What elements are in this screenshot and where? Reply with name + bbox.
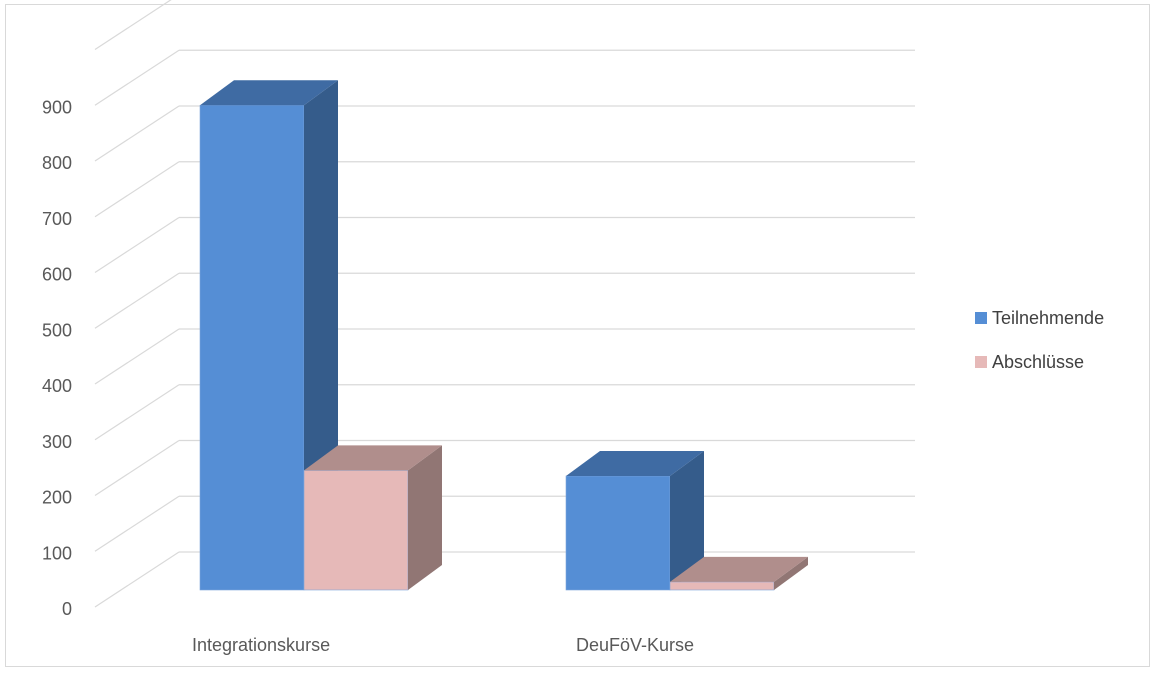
bar-front bbox=[199, 104, 305, 591]
bar-abschlusse-deufov-kurse bbox=[669, 556, 808, 591]
legend-item-abschlusse: Abschlüsse bbox=[975, 352, 1084, 372]
bar-teilnehmende-integrationskurse bbox=[199, 80, 338, 591]
y-tick-label: 100 bbox=[42, 543, 72, 563]
legend-item-teilnehmende: Teilnehmende bbox=[975, 308, 1104, 328]
bar-top bbox=[304, 445, 442, 471]
bar-side bbox=[774, 556, 808, 590]
x-category-label-deufov-kurse: DeuFöV-Kurse bbox=[576, 635, 694, 655]
legend-swatch bbox=[975, 356, 987, 368]
gridline-diagonal bbox=[94, 328, 180, 385]
bar-side bbox=[670, 450, 704, 590]
gridline-diagonal bbox=[94, 439, 180, 497]
y-tick-label: 900 bbox=[42, 97, 72, 117]
y-tick-label: 200 bbox=[42, 488, 72, 508]
bar-front bbox=[669, 581, 775, 591]
legend-swatch bbox=[975, 312, 987, 324]
bar-teilnehmende-deufov-kurse bbox=[565, 450, 704, 591]
gridline-diagonal bbox=[94, 272, 180, 329]
gridline-diagonal bbox=[94, 551, 180, 608]
y-tick-label: 0 bbox=[62, 599, 72, 619]
gridline-diagonal bbox=[94, 49, 180, 106]
bars bbox=[199, 80, 808, 591]
legend-label: Teilnehmende bbox=[992, 308, 1104, 328]
gridline-diagonal bbox=[94, 384, 180, 441]
gridline-diagonal bbox=[94, 0, 172, 51]
y-tick-label: 300 bbox=[42, 432, 72, 452]
bar-side bbox=[408, 445, 442, 590]
bar-front bbox=[303, 470, 409, 591]
gridline-diagonal bbox=[94, 495, 180, 552]
y-tick-label: 400 bbox=[42, 376, 72, 396]
legend-label: Abschlüsse bbox=[992, 352, 1084, 372]
x-category-label-integrationskurse: Integrationskurse bbox=[192, 635, 330, 655]
y-tick-label: 700 bbox=[42, 209, 72, 229]
gridline-diagonal bbox=[94, 216, 180, 274]
y-tick-label: 800 bbox=[42, 153, 72, 173]
bar-abschlusse-integrationskurse bbox=[303, 445, 442, 591]
bar-top bbox=[200, 80, 338, 106]
x-axis-category-labels: Integrationskurse DeuFöV-Kurse bbox=[192, 635, 694, 655]
y-axis-tick-labels: 0 100 200 300 400 500 600 700 800 900 bbox=[42, 97, 72, 619]
y-tick-label: 500 bbox=[42, 320, 72, 340]
bar-top bbox=[670, 556, 808, 582]
y-tick-label: 600 bbox=[42, 265, 72, 285]
gridline-diagonal bbox=[94, 161, 180, 218]
legend: Teilnehmende Abschlüsse bbox=[975, 308, 1104, 372]
bar-front bbox=[565, 475, 671, 591]
bar-top bbox=[566, 450, 704, 476]
gridline-diagonal bbox=[94, 105, 180, 162]
